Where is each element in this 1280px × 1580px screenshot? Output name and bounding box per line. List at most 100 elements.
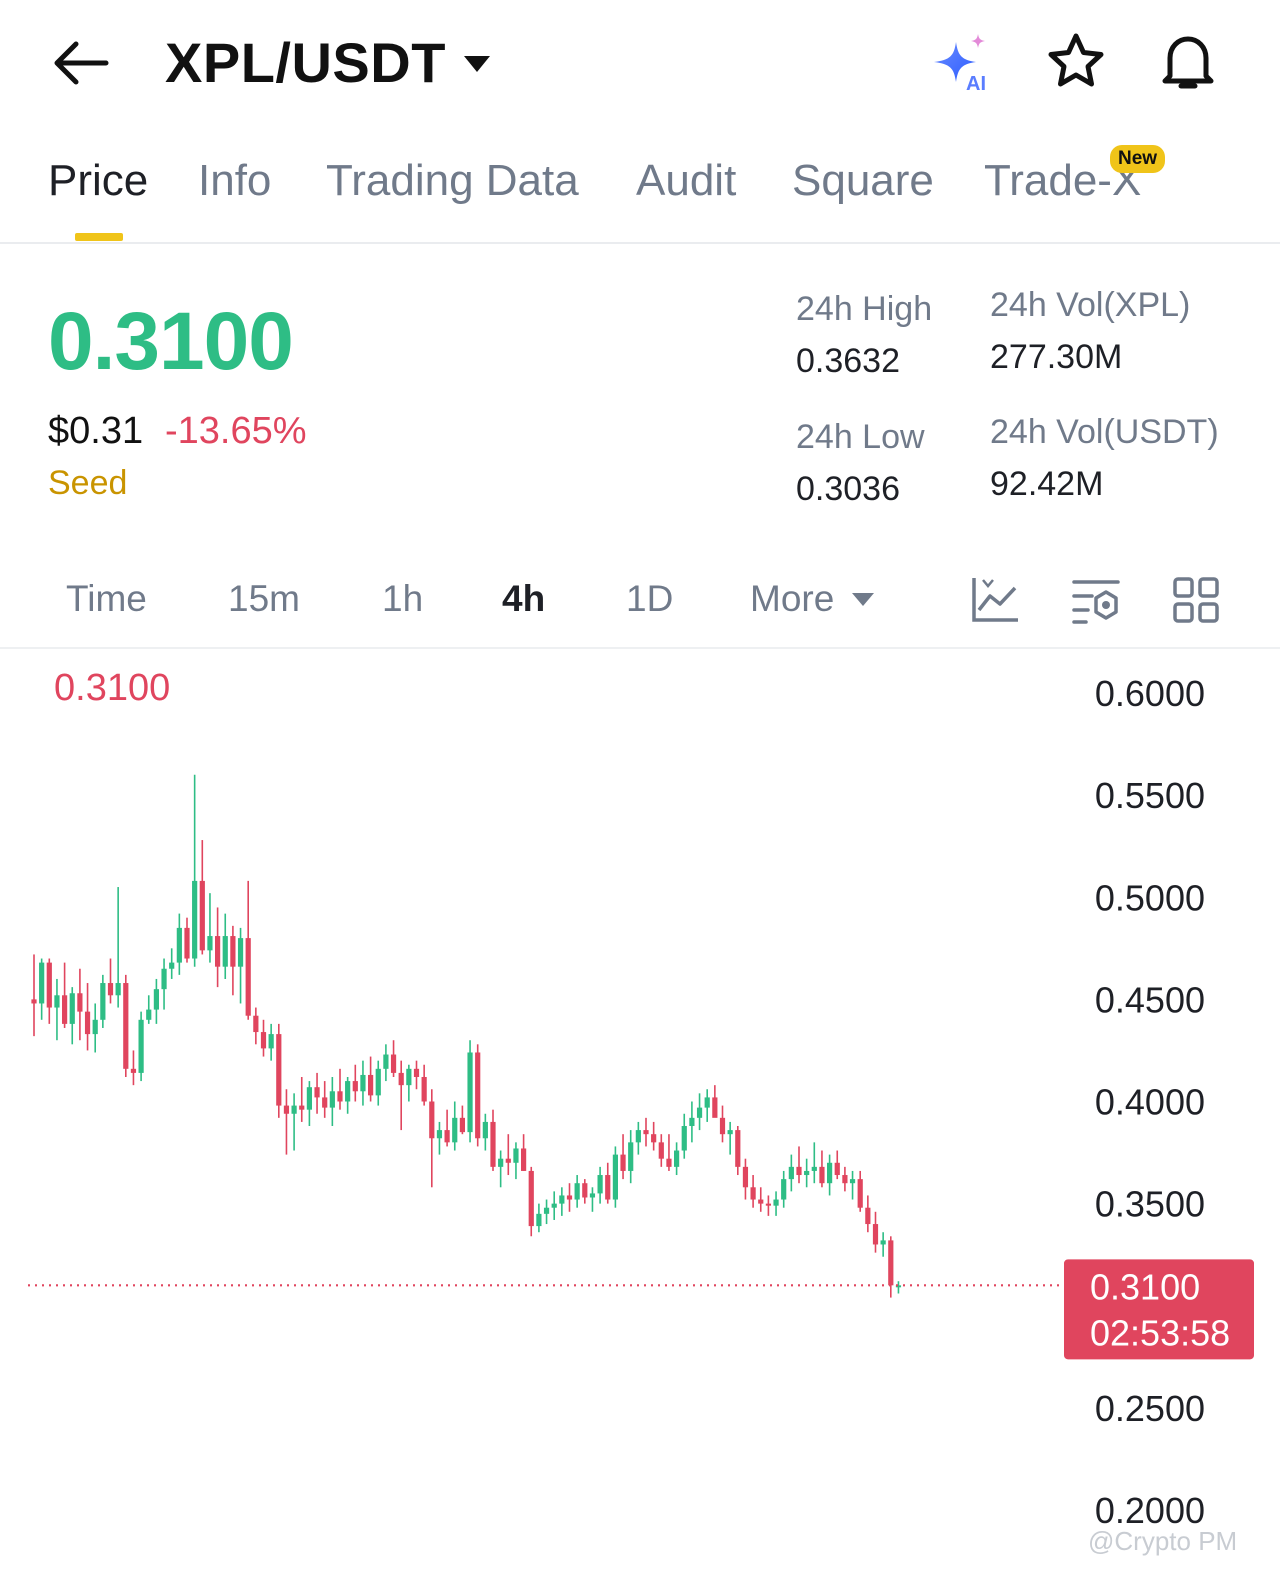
candle-body bbox=[329, 1091, 335, 1108]
candle-body bbox=[222, 936, 228, 967]
interval-15m[interactable]: 15m bbox=[228, 578, 300, 619]
y-axis-tick-label: 0.2500 bbox=[1095, 1388, 1205, 1429]
candle-body bbox=[842, 1175, 848, 1184]
candle-body bbox=[429, 1101, 435, 1139]
bell-icon[interactable] bbox=[1156, 30, 1220, 94]
candle-body bbox=[260, 1032, 267, 1049]
tab-info[interactable]: Info bbox=[198, 156, 272, 205]
candle-body bbox=[674, 1150, 680, 1167]
candle-body bbox=[337, 1091, 343, 1102]
candle-body bbox=[146, 1009, 152, 1020]
candle-body bbox=[566, 1195, 573, 1200]
line-chart-icon[interactable] bbox=[970, 574, 1022, 626]
y-axis-tick-label: 0.5000 bbox=[1095, 877, 1205, 918]
candle-body bbox=[237, 938, 244, 967]
candle-body bbox=[475, 1052, 481, 1139]
candle-body bbox=[597, 1175, 603, 1194]
candle-body bbox=[819, 1166, 825, 1184]
candle-body bbox=[207, 936, 213, 951]
candle-body bbox=[658, 1142, 664, 1159]
candle-body bbox=[551, 1203, 557, 1208]
candle-body bbox=[77, 993, 83, 1012]
candle-body bbox=[490, 1121, 496, 1167]
candle-body bbox=[459, 1117, 465, 1133]
candle-body bbox=[758, 1199, 764, 1204]
candle-body bbox=[62, 995, 68, 1024]
candle-body bbox=[276, 1034, 282, 1106]
high-24h-label: 24h High bbox=[796, 290, 933, 328]
tab-trading-data[interactable]: Trading Data bbox=[326, 156, 579, 205]
grid-layout-icon[interactable] bbox=[1170, 574, 1222, 626]
candle-body bbox=[536, 1213, 542, 1227]
vol-quote-value: 92.42M bbox=[990, 465, 1104, 503]
tab-square[interactable]: Square bbox=[792, 156, 934, 205]
candle-body bbox=[130, 1068, 137, 1073]
watermark: @Crypto PM bbox=[1088, 1526, 1238, 1556]
back-arrow-icon[interactable] bbox=[50, 38, 112, 88]
candle-body bbox=[283, 1105, 290, 1114]
candle-body bbox=[230, 936, 236, 967]
candle-body bbox=[849, 1179, 856, 1184]
candle-body bbox=[69, 993, 75, 1024]
candle-body bbox=[436, 1130, 443, 1139]
tab-divider bbox=[0, 242, 1280, 244]
candle-body bbox=[360, 1074, 366, 1092]
trading-pair-title[interactable]: XPL/USDT bbox=[165, 31, 446, 94]
ai-sparkle-icon[interactable]: AI bbox=[930, 30, 994, 95]
candle-body bbox=[398, 1072, 404, 1086]
candle-body bbox=[421, 1076, 427, 1102]
tab-price[interactable]: Price bbox=[48, 156, 149, 205]
interval-more[interactable]: More bbox=[750, 578, 835, 619]
low-24h-value: 0.3036 bbox=[796, 470, 900, 508]
candle-body bbox=[245, 938, 251, 1016]
tab-audit[interactable]: Audit bbox=[636, 156, 737, 205]
candle-body bbox=[834, 1162, 840, 1176]
candle-body bbox=[880, 1240, 886, 1245]
candle-body bbox=[666, 1158, 672, 1167]
candlestick-chart[interactable]: 0.6000 0.5500 0.5000 0.4500 0.4000 0.3500 0.25… bbox=[0, 650, 1280, 1580]
candle-body bbox=[314, 1087, 320, 1098]
candle-body bbox=[589, 1193, 596, 1198]
candle-body bbox=[635, 1130, 641, 1143]
chart-last-price-label: 0.3100 bbox=[54, 667, 170, 709]
y-axis-tick-label: 0.2000 bbox=[1095, 1490, 1205, 1531]
candle-body bbox=[628, 1142, 634, 1171]
low-24h-label: 24h Low bbox=[796, 418, 925, 456]
last-price-tag-value: 0.3100 bbox=[1090, 1266, 1200, 1307]
interval-1h[interactable]: 1h bbox=[382, 578, 424, 619]
price-change-percent: -13.65% bbox=[165, 410, 307, 452]
candle-body bbox=[827, 1162, 833, 1184]
candle-body bbox=[383, 1054, 389, 1069]
seed-tag[interactable]: Seed bbox=[48, 464, 128, 502]
candle-body bbox=[306, 1087, 312, 1110]
interval-1d[interactable]: 1D bbox=[626, 578, 674, 619]
new-badge: New bbox=[1110, 145, 1166, 173]
candle-body bbox=[352, 1081, 358, 1092]
interval-time[interactable]: Time bbox=[66, 578, 147, 619]
candle-body bbox=[184, 927, 190, 959]
candle-body bbox=[612, 1154, 618, 1200]
candle-body bbox=[406, 1068, 412, 1086]
candle-body bbox=[528, 1170, 534, 1227]
candle-body bbox=[322, 1097, 328, 1108]
high-24h-value: 0.3632 bbox=[796, 342, 900, 380]
indicator-settings-icon[interactable] bbox=[1070, 574, 1122, 626]
more-caret-icon[interactable] bbox=[850, 590, 876, 608]
star-icon[interactable] bbox=[1044, 30, 1108, 94]
candle-body bbox=[54, 995, 60, 1008]
candle-body bbox=[765, 1203, 771, 1206]
dropdown-caret-icon[interactable] bbox=[460, 50, 494, 76]
candle-body bbox=[796, 1166, 802, 1176]
candle-body bbox=[574, 1183, 580, 1200]
last-price-tag bbox=[1064, 1259, 1254, 1360]
candle-body bbox=[696, 1107, 703, 1118]
candle-body bbox=[169, 962, 175, 969]
candle-body bbox=[811, 1166, 817, 1171]
svg-text:AI: AI bbox=[966, 73, 986, 94]
vol-base-value: 277.30M bbox=[990, 338, 1123, 376]
candle-body bbox=[689, 1117, 695, 1127]
candle-body bbox=[781, 1179, 787, 1200]
candle-body bbox=[413, 1068, 420, 1077]
candle-body bbox=[704, 1097, 710, 1108]
interval-4h[interactable]: 4h bbox=[502, 578, 546, 619]
